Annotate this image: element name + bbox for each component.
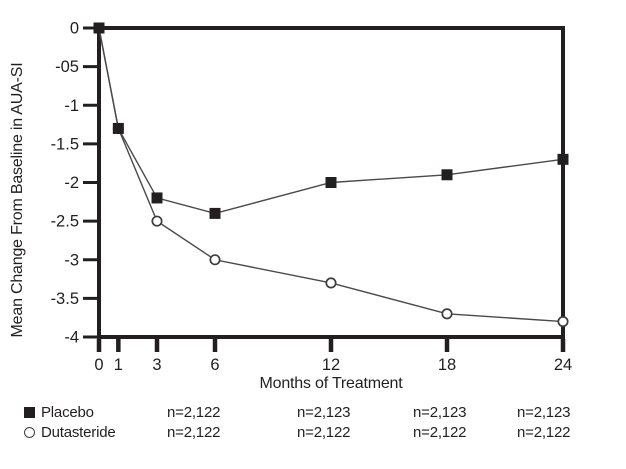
dutasteride-marker: [325, 277, 337, 289]
filled-square-icon: [24, 407, 35, 418]
x-tick-label: 12: [322, 356, 340, 374]
y-tick-label: -2: [64, 174, 79, 192]
legend-row-dutasteride: Dutasteride n=2,122 n=2,122 n=2,122 n=2,…: [0, 423, 626, 443]
placebo-marker: [325, 177, 337, 188]
n-value-placebo-3: n=2,123: [413, 404, 467, 421]
dutasteride-marker: [441, 308, 453, 320]
n-value-placebo-1: n=2,122: [167, 404, 221, 421]
dutasteride-marker: [151, 215, 163, 227]
placebo-marker: [209, 207, 221, 219]
n-value-dutasteride-1: n=2,122: [167, 424, 221, 441]
x-tick-label: 3: [152, 356, 161, 374]
n-value-dutasteride-2: n=2,122: [297, 424, 351, 441]
placebo-marker: [151, 192, 163, 204]
y-tick-label: -1.5: [51, 135, 79, 153]
legend-row-placebo: Placebo n=2,122 n=2,123 n=2,123 n=2,123: [0, 403, 626, 423]
plot-frame: [97, 26, 565, 339]
y-tick-label: -1: [64, 97, 79, 115]
dutasteride-marker: [209, 254, 221, 266]
legend-label-placebo: Placebo: [41, 404, 94, 421]
x-tick-label: 0: [94, 356, 103, 374]
placebo-marker: [112, 122, 124, 134]
legend-label-dutasteride: Dutasteride: [41, 424, 116, 441]
x-tick-label: 24: [554, 356, 572, 374]
n-value-dutasteride-4: n=2,122: [517, 424, 571, 441]
placebo-marker: [93, 22, 105, 34]
n-value-dutasteride-3: n=2,122: [413, 424, 467, 441]
open-circle-icon: [24, 427, 35, 438]
y-tick-label: -3: [64, 251, 79, 269]
dutasteride-marker: [557, 315, 569, 328]
y-tick-label: -3.5: [51, 290, 79, 308]
placebo-marker: [557, 153, 569, 165]
n-value-placebo-4: n=2,123: [517, 404, 571, 421]
x-tick-label: 6: [210, 356, 219, 374]
n-value-placebo-2: n=2,123: [297, 404, 351, 421]
x-tick-label: 18: [438, 356, 456, 374]
y-tick-label: -4: [64, 329, 79, 347]
x-tick-label: 1: [114, 356, 123, 374]
x-axis-title: Months of Treatment: [259, 375, 403, 392]
y-tick-label: 0: [70, 20, 79, 38]
y-tick-label: -2.5: [51, 213, 79, 231]
placebo-marker: [441, 169, 453, 181]
y-tick-label: -05: [55, 58, 79, 76]
